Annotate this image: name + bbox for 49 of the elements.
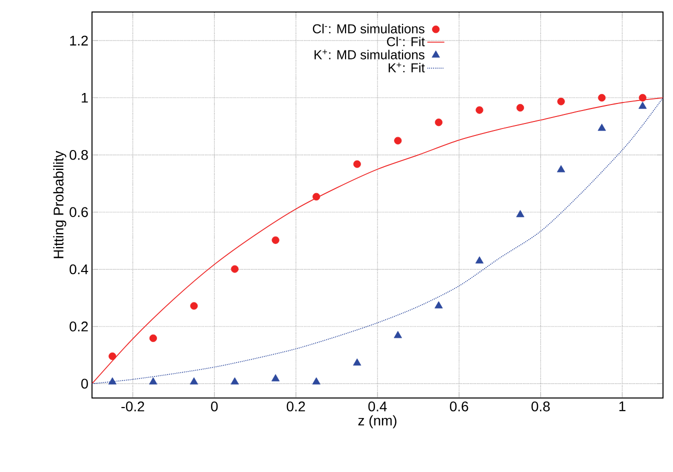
legend-label: Cl$^{-}$: Fit	[387, 36, 425, 46]
point	[149, 334, 157, 342]
point	[312, 192, 320, 200]
point	[638, 94, 646, 102]
point	[598, 124, 606, 131]
point	[149, 377, 158, 384]
point	[108, 352, 116, 360]
y-tick-label: 0	[81, 378, 88, 389]
point	[108, 377, 116, 384]
y-tick-label: 0.6	[70, 207, 88, 218]
point	[516, 104, 524, 112]
legend-label: K$^{+}$: Fit	[388, 62, 425, 72]
point	[638, 102, 647, 109]
y-tick-label: 0.4	[70, 264, 88, 274]
point	[598, 94, 606, 102]
point	[475, 256, 484, 264]
point	[516, 210, 524, 218]
point	[434, 301, 443, 308]
y-tick-label: 0.8	[70, 150, 88, 160]
point	[190, 302, 198, 310]
point	[394, 330, 402, 338]
point	[271, 374, 280, 382]
point	[312, 377, 320, 384]
x-tick-label: -0.2	[121, 401, 144, 412]
x-axis-title: z (nm)	[358, 415, 396, 428]
point	[434, 118, 442, 126]
point	[353, 358, 362, 366]
point	[190, 377, 198, 384]
y-tick-label: 1	[82, 92, 88, 103]
point	[394, 136, 402, 144]
y-tick-label: 1.2	[70, 36, 88, 46]
point	[272, 236, 280, 244]
point	[476, 106, 484, 114]
x-tick-label: 1	[619, 402, 626, 412]
point	[230, 265, 239, 273]
x-tick-label: 0.6	[450, 401, 468, 412]
point	[230, 377, 239, 384]
legend-label: K$^{+}$: MD simulations	[314, 50, 424, 60]
y-tick-label: 0.2	[70, 322, 88, 332]
x-tick-label: 0.8	[532, 401, 550, 412]
point	[557, 98, 565, 106]
legend-label: Cl$^{-}$: MD simulations	[312, 24, 424, 34]
x-tick-label: 0.4	[368, 401, 387, 412]
x-tick-label: 0.2	[286, 401, 305, 412]
point	[556, 165, 566, 172]
point	[353, 160, 361, 168]
line-series	[92, 97, 664, 384]
y-axis-title: Hitting Probability	[53, 150, 66, 258]
x-tick-label: 0	[211, 401, 218, 412]
